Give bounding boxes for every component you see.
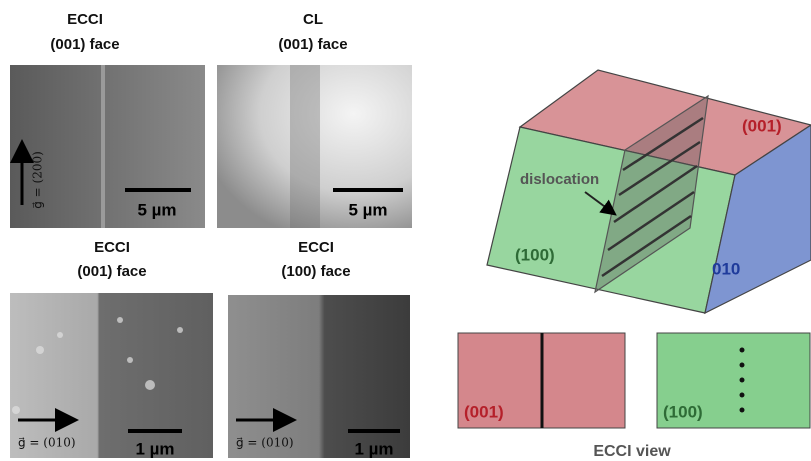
panel-title: (001) face (77, 263, 146, 280)
panel-title: (001) face (278, 36, 347, 53)
panel-title: ECCI (94, 239, 130, 256)
figure: ECCI (001) face g⃗ = (200) 5 µm CL (001)… (0, 0, 811, 461)
scale-label: 1 µm (135, 439, 174, 458)
crystal-box (487, 70, 811, 313)
scale-bar (333, 188, 403, 192)
scale-bar (348, 429, 400, 433)
micrograph (228, 295, 410, 458)
face-label: (001) (742, 116, 782, 135)
scale-bar (128, 429, 182, 433)
panel-title: (001) face (50, 36, 119, 53)
caption: ECCI view (593, 443, 671, 460)
micrograph (10, 293, 213, 458)
face-label: 010 (712, 259, 740, 278)
dislocation-label: dislocation (520, 171, 599, 188)
scale-label: 5 µm (137, 200, 176, 219)
view-label: (100) (663, 402, 703, 421)
view-label: (001) (464, 402, 504, 421)
boundary (101, 65, 105, 228)
face-label: (100) (515, 245, 555, 264)
panel-title: (100) face (281, 263, 350, 280)
panel-title: ECCI (298, 239, 334, 256)
scale-label: 5 µm (348, 200, 387, 219)
scale-label: 1 µm (354, 439, 393, 458)
panel-title: CL (303, 11, 323, 28)
panel-title: ECCI (67, 11, 103, 28)
boundary (290, 65, 320, 228)
scale-bar (125, 188, 191, 192)
g-vector: g⃗ = (200) (31, 151, 45, 209)
g-vector: g⃗ = (010) (236, 436, 294, 450)
g-vector: g⃗ = (010) (18, 436, 76, 450)
